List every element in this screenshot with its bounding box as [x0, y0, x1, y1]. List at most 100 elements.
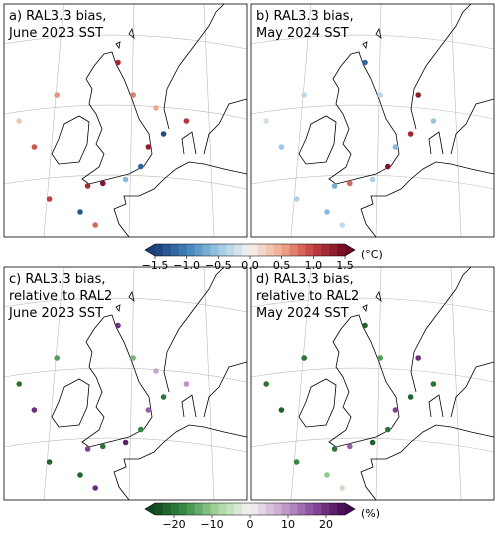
station-point	[407, 394, 414, 400]
colorbar-segment	[242, 503, 251, 515]
station-point	[130, 92, 136, 98]
panel-frame	[250, 3, 495, 238]
colorbar-tick-label: −0.5	[205, 259, 232, 272]
colorbar-segment	[218, 503, 227, 515]
station-point	[392, 407, 399, 413]
station-point	[84, 183, 91, 189]
colorbar-segment	[297, 503, 306, 515]
station-point	[415, 92, 421, 98]
station-point	[347, 443, 353, 450]
colorbar-extend-high	[345, 244, 355, 256]
station-point	[16, 118, 22, 124]
station-point	[301, 355, 307, 361]
colorbar-segment	[273, 503, 283, 515]
colorbar-unit: (°C)	[361, 248, 383, 261]
station-point	[160, 394, 167, 400]
station-point	[115, 322, 121, 329]
panel-title: June 2023 SST	[8, 306, 103, 321]
colorbar-tick-label: 0.0	[241, 259, 259, 272]
station-point	[362, 322, 368, 329]
station-point	[92, 222, 98, 228]
panel-frame	[3, 3, 248, 238]
colorbar-outline	[144, 502, 356, 516]
station-point	[293, 459, 300, 465]
map-panel: d) RAL3.3 bias, relative to RAL2 May 2024 …	[250, 266, 495, 501]
station-point	[301, 92, 307, 98]
station-point	[362, 59, 368, 66]
panel-title: May 2024 SST	[256, 306, 349, 321]
colorbar-segment	[281, 503, 290, 515]
station-point	[331, 183, 338, 189]
map-panel: b) RAL3.3 bias, May 2024 SST	[250, 3, 495, 238]
colorbar-tick-label: −20	[162, 518, 185, 531]
station-point	[130, 355, 136, 361]
colorbar-tick-label: 1.5	[336, 259, 354, 272]
colorbar-segment	[234, 503, 243, 515]
colorbar-segment	[321, 503, 330, 515]
station-point	[324, 209, 330, 215]
station-point	[138, 426, 144, 433]
station-point	[115, 59, 121, 66]
panel-frame	[3, 266, 248, 501]
colorbar-segment	[273, 244, 283, 256]
colorbar-segment	[289, 244, 298, 256]
station-point	[46, 459, 53, 465]
colorbar-tick-label: 1.0	[305, 259, 323, 272]
colorbar-segment	[226, 503, 235, 515]
colorbar-segment	[210, 244, 219, 256]
panel-title: c) RAL3.3 bias,	[9, 272, 106, 287]
colorbar-tick-label: 0	[247, 518, 254, 531]
station-point	[339, 485, 345, 491]
map-panel: c) RAL3.3 bias, relative to RAL2 June 2023…	[3, 266, 248, 501]
colorbar-segment	[289, 503, 298, 515]
station-point	[122, 176, 129, 183]
colorbar-segment	[250, 503, 259, 515]
colorbar: −20 −10 0 10 20 (%)	[144, 502, 380, 531]
station-point	[278, 407, 285, 413]
colorbar-tick-label: 10	[281, 518, 295, 531]
map-panel: a) RAL3.3 bias, June 2023 SST	[3, 3, 248, 238]
colorbar-segment	[337, 503, 346, 515]
station-point	[369, 439, 376, 446]
colorbar-segment	[162, 503, 172, 515]
colorbar-segment	[155, 244, 164, 256]
station-point	[407, 131, 414, 137]
panel-frame	[250, 266, 495, 501]
station-point	[385, 426, 391, 433]
colorbar-segment	[178, 244, 188, 256]
station-point	[31, 144, 38, 150]
station-point	[54, 355, 60, 361]
colorbar-segment	[218, 244, 227, 256]
station-point	[16, 381, 22, 387]
colorbar-tick-label: 20	[319, 518, 333, 531]
colorbar-segment	[257, 503, 267, 515]
colorbar-segment	[297, 244, 306, 256]
colorbar-segment	[257, 244, 267, 256]
colorbar-segment	[250, 244, 259, 256]
station-point	[77, 209, 83, 215]
station-point	[77, 472, 83, 478]
colorbar: −1.5 −1.0 −0.5 0.0 0.5 1.0 1.5 (°C)	[142, 243, 383, 272]
colorbar-segment	[226, 244, 235, 256]
station-point	[263, 118, 269, 124]
colorbar-segment	[265, 244, 275, 256]
station-point	[263, 381, 269, 387]
station-point	[385, 163, 391, 170]
colorbar-segment	[305, 244, 314, 256]
station-point	[430, 381, 437, 387]
station-point	[183, 118, 190, 124]
colorbar-segment	[170, 503, 180, 515]
colorbar-segment	[194, 503, 203, 515]
station-point	[100, 180, 106, 187]
map-content	[251, 4, 494, 237]
colorbar-segment	[265, 503, 275, 515]
map-content	[4, 4, 247, 237]
colorbar-segment	[202, 503, 211, 515]
station-point	[415, 355, 421, 361]
colorbar-segment	[162, 244, 172, 256]
colorbar-unit: (%)	[361, 507, 380, 520]
station-point	[54, 92, 60, 98]
station-point	[377, 355, 383, 361]
station-point	[31, 407, 38, 413]
station-point	[369, 176, 376, 183]
